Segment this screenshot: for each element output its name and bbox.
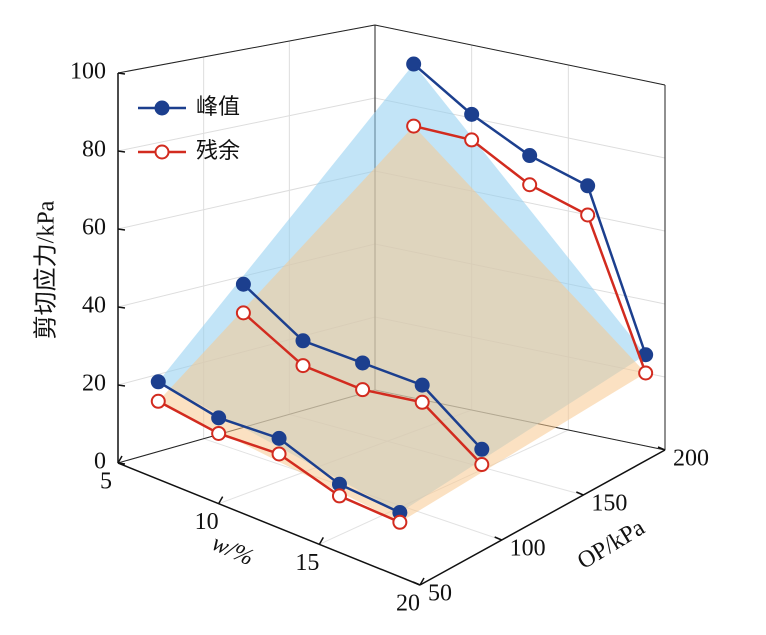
box-edge [117, 24, 376, 74]
data-point [271, 446, 287, 462]
x-tick-label: 10 [195, 509, 219, 535]
y-axis-line [419, 449, 666, 586]
x-tick-label: 15 [295, 550, 319, 576]
z-axis-title: 剪切应力/kPa [33, 200, 60, 339]
data-point [464, 132, 480, 148]
x-axis-title: w/% [208, 530, 258, 571]
data-point [474, 441, 490, 457]
y-axis-title: OP/kPa [573, 515, 650, 575]
z-tick [117, 150, 126, 153]
data-point [211, 410, 227, 426]
y-tick-label: 150 [591, 491, 627, 517]
data-point [414, 377, 430, 393]
data-point [150, 393, 166, 409]
data-point [235, 305, 251, 321]
z-tick [117, 462, 126, 465]
x-axis-line [117, 462, 421, 586]
x-tick-label: 5 [100, 469, 112, 495]
data-point [355, 382, 371, 398]
data-point [522, 177, 538, 193]
y-tick [494, 536, 502, 541]
z-tick-label: 80 [82, 137, 106, 163]
data-point [522, 148, 538, 164]
x-tick [218, 496, 224, 505]
z-tick [117, 228, 126, 231]
x-tick-label: 20 [396, 591, 420, 617]
data-point [638, 365, 654, 381]
z-tick [117, 306, 126, 309]
data-point [464, 106, 480, 122]
z-tick-label: 40 [82, 293, 106, 319]
z-tick-label: 0 [94, 449, 106, 475]
data-point [474, 457, 490, 473]
y-tick [576, 491, 584, 496]
fit-surface [158, 126, 646, 523]
data-point [211, 425, 227, 441]
data-point [580, 207, 596, 223]
data-point [414, 394, 430, 410]
data-point [235, 276, 251, 292]
y-tick [412, 581, 421, 586]
x-tick [117, 455, 123, 464]
data-point [331, 488, 347, 504]
x-tick [318, 536, 324, 545]
data-point [150, 374, 166, 390]
legend-label: 残余 [196, 139, 240, 164]
z-tick-label: 60 [82, 215, 106, 241]
z-tick-label: 100 [70, 59, 106, 85]
z-tick [117, 384, 126, 387]
x-tick [419, 577, 425, 586]
y-tick [657, 446, 666, 451]
z-tick-label: 20 [82, 371, 106, 397]
grid-line [117, 97, 376, 152]
z-tick [117, 72, 126, 75]
y-tick-label: 100 [510, 536, 546, 562]
data-point [355, 355, 371, 371]
box-edge [374, 24, 666, 86]
data-point [406, 56, 422, 72]
legend-label: 峰值 [196, 95, 240, 120]
data-point [271, 430, 287, 446]
legend-marker [154, 100, 170, 116]
data-point [406, 118, 422, 134]
data-point [295, 358, 311, 374]
data-point [295, 333, 311, 349]
y-tick-label: 200 [673, 446, 709, 472]
data-point [580, 178, 596, 194]
y-tick-label: 50 [428, 581, 452, 607]
legend-marker [154, 144, 170, 160]
data-point [392, 514, 408, 530]
